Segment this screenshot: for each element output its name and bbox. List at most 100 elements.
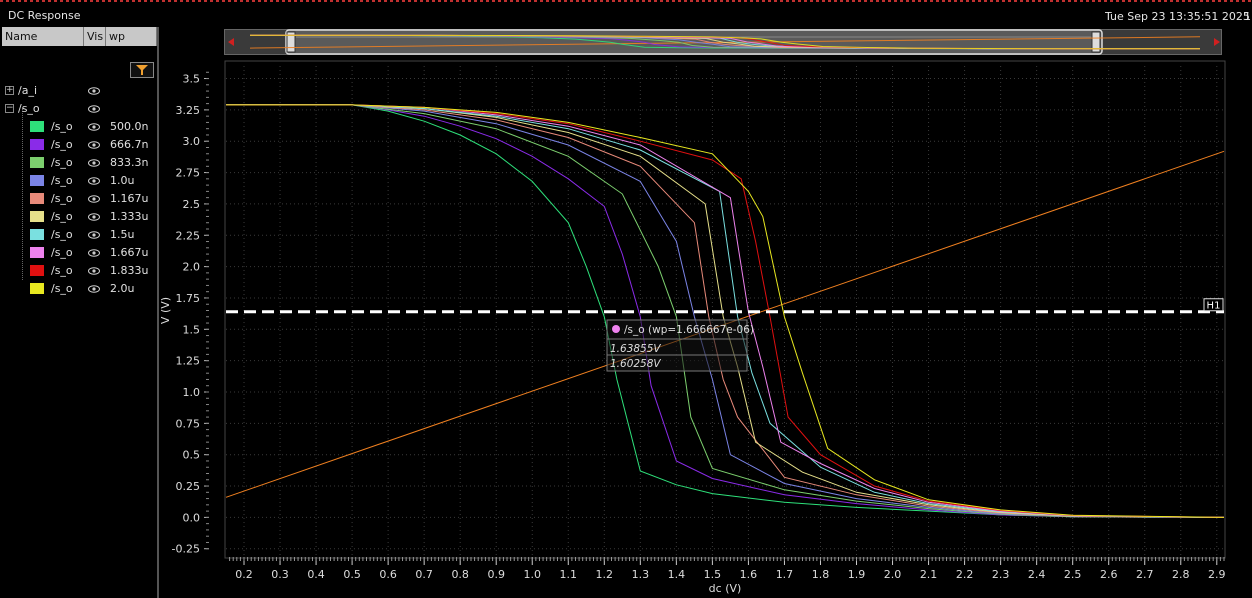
column-header-name[interactable]: Name (2, 27, 84, 46)
eye-icon[interactable] (88, 157, 100, 170)
column-header-wp[interactable]: wp (106, 27, 157, 46)
x-tick-label: 1.5 (704, 568, 722, 581)
x-tick-label: 2.1 (920, 568, 938, 581)
x-tick-label: 0.9 (487, 568, 505, 581)
signal-browser-panel: Name Vis wp +/a_i −/s_o/s_o 500.0n/s_o 666.… (2, 27, 159, 598)
eye-icon[interactable] (88, 103, 100, 116)
signal-row[interactable]: /s_o 1.5u (2, 226, 157, 244)
column-header-vis[interactable]: Vis (84, 27, 106, 46)
series-line[interactable] (226, 104, 1225, 518)
x-tick-label: 0.4 (307, 568, 325, 581)
window-top-border (0, 0, 1252, 2)
signal-name: /s_o (51, 282, 73, 295)
eye-icon[interactable] (88, 265, 100, 278)
signal-name: /s_o (51, 120, 73, 133)
signal-name: /s_o (51, 246, 73, 259)
signal-row[interactable]: /s_o 1.833u (2, 262, 157, 280)
signal-row[interactable]: /s_o 833.3n (2, 154, 157, 172)
tooltip-title: /s_o (wp=1.666667e-06) (624, 324, 754, 336)
x-tick-label: 2.3 (992, 568, 1010, 581)
signal-row[interactable]: /s_o 1.667u (2, 244, 157, 262)
marker-label: H1 (1207, 300, 1221, 311)
x-tick-label: 0.6 (379, 568, 397, 581)
y-tick-label: 0.25 (176, 480, 201, 493)
x-tick-label: 0.5 (343, 568, 361, 581)
x-tick-label: 0.2 (235, 568, 253, 581)
eye-icon[interactable] (88, 211, 100, 224)
signal-name: /s_o (51, 228, 73, 241)
color-swatch (30, 139, 44, 150)
overview-trace (250, 34, 1201, 50)
color-swatch (30, 283, 44, 294)
scroll-right-arrow-icon[interactable] (1214, 38, 1220, 46)
filter-button[interactable] (130, 62, 154, 78)
wp-value: 1.833u (110, 264, 149, 277)
eye-icon[interactable] (88, 85, 100, 98)
color-swatch (30, 247, 44, 258)
signal-name: /s_o (51, 138, 73, 151)
signal-row[interactable]: /s_o 1.0u (2, 172, 157, 190)
x-tick-label: 2.8 (1172, 568, 1190, 581)
expand-toggle[interactable]: + (5, 85, 14, 95)
signal-name: /s_o (51, 156, 73, 169)
series-line[interactable] (226, 104, 1225, 518)
scroll-left-arrow-icon[interactable] (228, 38, 234, 46)
plot-frame (224, 60, 1226, 559)
color-swatch (30, 229, 44, 240)
x-tick-label: 1.3 (632, 568, 650, 581)
y-tick-label: 3.25 (176, 104, 201, 117)
wp-value: 833.3n (110, 156, 149, 169)
x-tick-label: 2.6 (1100, 568, 1118, 581)
tooltip-value-2: 1.60258V (610, 358, 661, 370)
signal-name: /s_o (51, 264, 73, 277)
y-tick-label: 1.25 (176, 355, 201, 368)
color-swatch (30, 265, 44, 276)
wp-value: 666.7n (110, 138, 149, 151)
eye-icon[interactable] (88, 175, 100, 188)
y-tick-label: 0.5 (183, 449, 201, 462)
y-axis-label: V (V) (159, 297, 172, 324)
signal-row[interactable]: /s_o 666.7n (2, 136, 157, 154)
color-swatch (30, 193, 44, 204)
y-tick-label: 2.75 (176, 167, 201, 180)
wp-value: 1.167u (110, 192, 149, 205)
tree-group-row[interactable]: −/s_o (2, 100, 157, 118)
wp-value: 1.5u (110, 228, 135, 241)
wp-value: 1.333u (110, 210, 149, 223)
y-tick-label: 2.5 (183, 198, 201, 211)
eye-icon[interactable] (88, 229, 100, 242)
x-tick-label: 0.3 (271, 568, 289, 581)
x-tick-label: 2.9 (1208, 568, 1226, 581)
signal-row[interactable]: /s_o 1.333u (2, 208, 157, 226)
signal-row[interactable]: /s_o 2.0u (2, 280, 157, 298)
timestamp: Tue Sep 23 13:35:51 2025 (1105, 10, 1250, 23)
eye-icon[interactable] (88, 283, 100, 296)
series-line[interactable] (226, 104, 1225, 518)
y-tick-label: 1.5 (183, 323, 201, 336)
x-tick-label: 1.7 (776, 568, 794, 581)
series-line[interactable] (226, 104, 1225, 518)
x-tick-label: 1.2 (596, 568, 614, 581)
tree-group-row[interactable]: + /a_i (2, 82, 157, 100)
y-tick-label: 1.75 (176, 292, 201, 305)
color-swatch (30, 211, 44, 222)
expand-toggle[interactable]: − (5, 103, 14, 113)
scroll-right-handle[interactable] (1091, 31, 1101, 53)
x-tick-label: 2.2 (956, 568, 974, 581)
eye-icon[interactable] (88, 139, 100, 152)
scroll-left-handle[interactable] (286, 31, 296, 53)
x-tick-label: 2.0 (884, 568, 902, 581)
signal-row[interactable]: /s_o 500.0n (2, 118, 157, 136)
eye-icon[interactable] (88, 247, 100, 260)
marker-label-box (1203, 298, 1224, 312)
filter-icon (136, 65, 148, 75)
tooltip-box (606, 319, 748, 372)
signal-row[interactable]: /s_o 1.167u (2, 190, 157, 208)
tree-guide-line (22, 108, 24, 280)
eye-icon[interactable] (88, 121, 100, 134)
y-tick-label: 3.5 (183, 73, 201, 86)
eye-icon[interactable] (88, 193, 100, 206)
y-tick-label: 0.0 (183, 511, 201, 524)
group-name: /s_o (18, 102, 40, 115)
